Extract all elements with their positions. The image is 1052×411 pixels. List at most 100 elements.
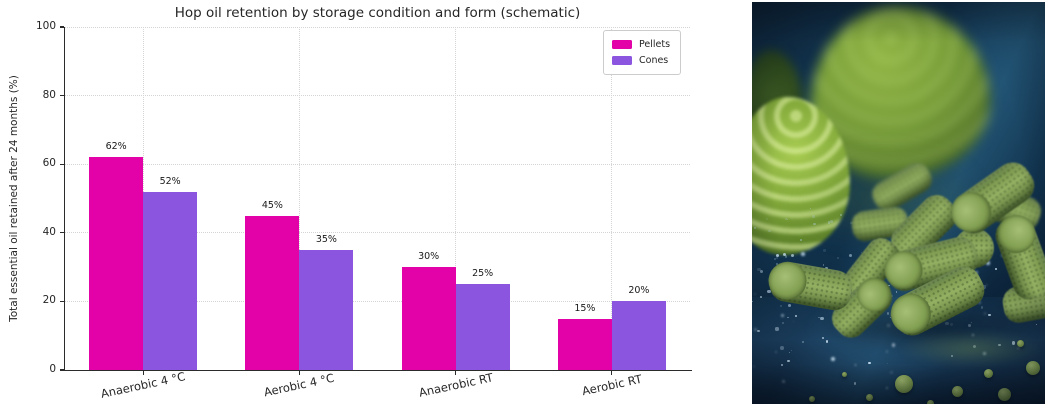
sparkle-dot [829, 220, 833, 224]
pellet-crumb-5 [1026, 361, 1040, 375]
pellet-crumb-2 [951, 385, 963, 397]
y-tick-mark-80 [60, 95, 64, 97]
sparkle-dot [823, 264, 825, 266]
sparkle-dot [781, 363, 784, 366]
sparkle-dot [766, 218, 768, 220]
legend-swatch-cones [612, 55, 632, 65]
gridline-y-40 [65, 232, 690, 234]
sparkle-dot [791, 253, 795, 257]
sparkle-dot [889, 370, 894, 375]
chart-title: Hop oil retention by storage condition a… [174, 5, 581, 21]
x-tick-mark-aerobic-rt [611, 371, 613, 375]
pellet-crumb-10 [841, 371, 847, 377]
sparkle-dot [752, 301, 754, 303]
bar-pellets-anaerobic-rt [401, 267, 456, 370]
gridline-y-60 [65, 163, 690, 165]
sparkle-dot [800, 252, 805, 256]
pellet-crumb-8 [926, 399, 934, 404]
bar-pellets-aerobic-4-c [245, 215, 300, 370]
legend-label-pellets: Pellets [639, 38, 671, 50]
sparkle-dot [782, 253, 786, 257]
pellet-crumb-3 [983, 368, 993, 378]
sparkle-dot [985, 284, 988, 287]
x-tick-mark-aerobic-4-c [298, 371, 300, 375]
pellet-dust [902, 332, 1042, 366]
gridline-x-anaerobic-rt [455, 27, 457, 370]
sparkle-dot [756, 329, 760, 333]
y-tick-mark-60 [60, 163, 64, 165]
y-tick-mark-20 [60, 300, 64, 302]
pellet-crumb-9 [1016, 339, 1024, 347]
sparkle-dot [836, 256, 840, 260]
y-axis-spine [63, 27, 65, 372]
sparkle-dot [854, 363, 857, 366]
sparkle-dot [768, 230, 771, 233]
bar-cones-aerobic-4-c [299, 249, 354, 370]
sparkle-dot [895, 291, 898, 294]
y-tick-label-80: 80 [42, 88, 56, 101]
plot-area: 62% 52% 45% 35% 30% 25% 15% 20% [65, 26, 690, 370]
sparkle-dot [781, 379, 786, 383]
sparkle-dot [787, 316, 789, 319]
bar-chart-figure: Hop oil retention by storage condition a… [8, 5, 692, 401]
pellet-crumb-6 [865, 393, 873, 401]
sparkle-dot [982, 351, 987, 356]
bar-cones-aerobic-rt [611, 301, 666, 370]
legend-item-cones: Cones [612, 52, 670, 68]
x-tick-mark-anaerobic-rt [455, 371, 457, 375]
bar-cones-anaerobic-rt [455, 284, 510, 370]
sparkle-dot [951, 354, 954, 357]
sparkle-dot [886, 362, 888, 364]
bar-pellets-aerobic-rt [557, 318, 612, 370]
sparkle-dot [780, 346, 784, 350]
legend-item-pellets: Pellets [612, 36, 670, 52]
bar-value-label-pellets-anaerobic-4-c: 62% [105, 141, 127, 153]
bar-value-label-pellets-anaerobic-rt: 30% [418, 251, 440, 263]
pellet-crumb-4 [997, 387, 1011, 401]
sparkle-dot [995, 268, 998, 271]
sparkle-dot [848, 253, 852, 257]
chart-legend: Pellets Cones [603, 30, 682, 75]
pellet-crumb-1 [895, 375, 913, 393]
sparkle-dot [775, 254, 780, 258]
pellet-crumb-7 [809, 396, 815, 402]
sparkle-dot [886, 387, 889, 390]
y-tick-label-60: 60 [42, 157, 56, 170]
sparkle-dot [831, 357, 835, 361]
y-tick-mark-0 [60, 369, 64, 371]
sparkle-dot [977, 300, 982, 305]
hops-photo [752, 2, 1045, 404]
sparkle-dot [787, 359, 790, 362]
sparkle-dot [839, 213, 843, 216]
sparkle-dot [760, 296, 762, 298]
sparkle-dot [776, 257, 779, 260]
sparkle-dot [784, 255, 788, 258]
y-tick-label-40: 40 [42, 225, 56, 238]
sparkle-dot [753, 365, 755, 368]
sparkle-dot [986, 261, 990, 265]
sparkle-dot [853, 382, 857, 385]
bar-value-label-cones-anaerobic-4-c: 52% [159, 175, 181, 187]
sparkle-dot [794, 314, 798, 318]
bar-pellets-anaerobic-4-c [89, 157, 144, 370]
bar-cones-anaerobic-4-c [143, 191, 198, 370]
sparkle-dot [868, 361, 872, 365]
sparkle-dot [757, 267, 761, 272]
gridline-x-aerobic-4-c [298, 27, 300, 370]
sparkle-dot [791, 350, 793, 352]
bar-value-label-cones-aerobic-4-c: 35% [315, 233, 337, 245]
sparkle-dot [779, 304, 783, 308]
sparkle-dot [1017, 347, 1020, 350]
gridline-x-aerobic-rt [611, 27, 613, 370]
sparkle-dot [812, 215, 815, 218]
y-axis-label: Total essential oil retained after 24 mo… [8, 75, 20, 322]
sparkle-dot [781, 321, 784, 324]
sparkle-dot [801, 340, 805, 344]
bar-value-label-pellets-aerobic-rt: 15% [574, 302, 596, 314]
sparkle-dot [754, 328, 758, 331]
y-tick-label-20: 20 [42, 294, 56, 307]
sparkle-dot [784, 217, 788, 221]
sparkle-dot [775, 351, 778, 354]
sparkle-dot [827, 221, 830, 224]
